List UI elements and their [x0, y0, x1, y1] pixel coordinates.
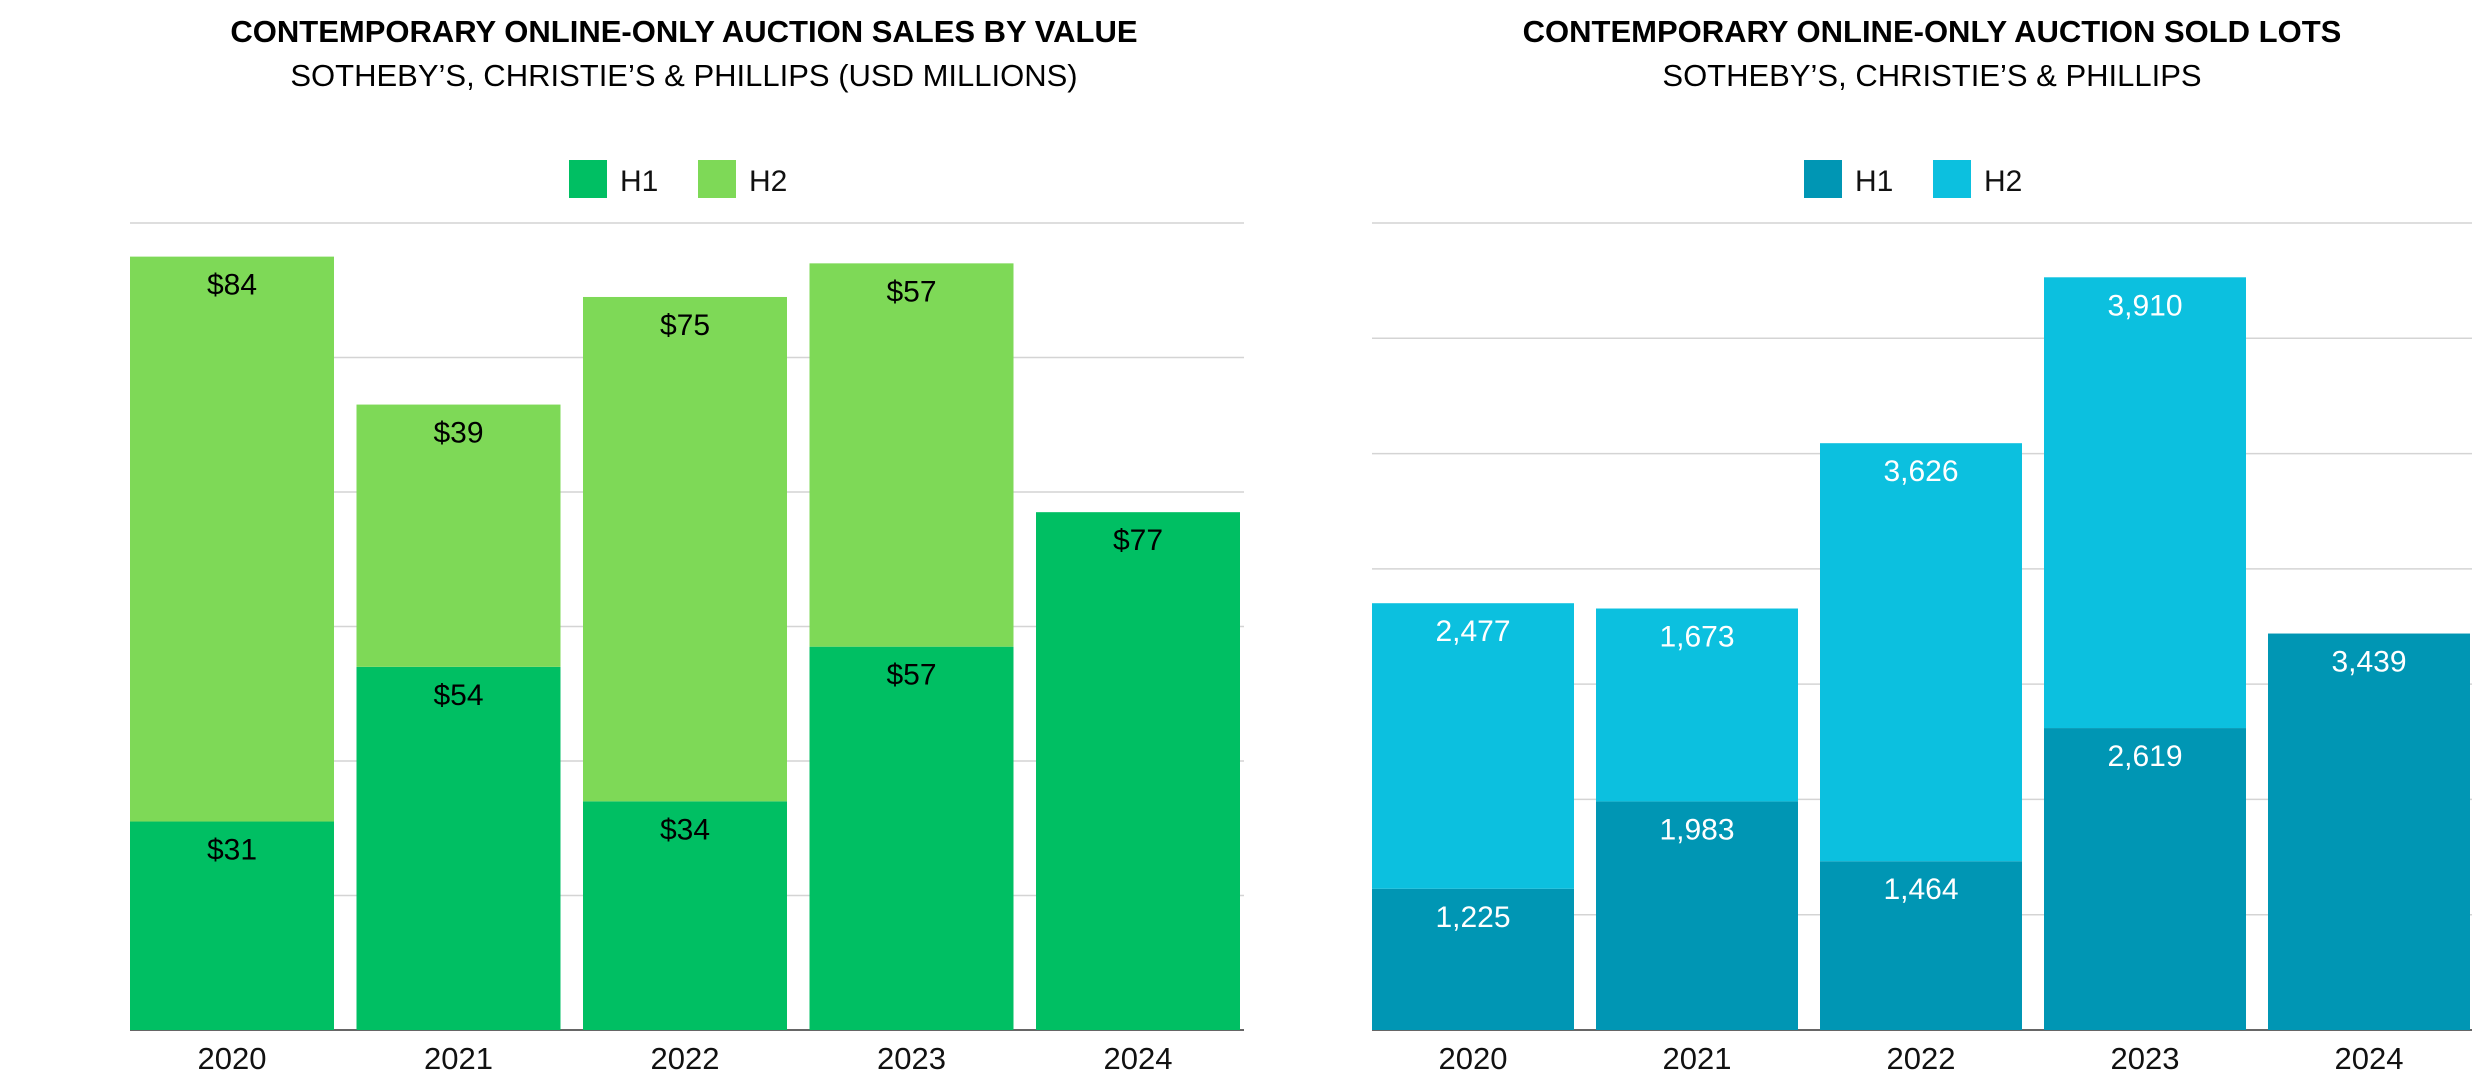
data-label-h1-2020: $31 — [207, 834, 257, 867]
legend-swatch-h1 — [1804, 160, 1842, 198]
bar-h1-2023 — [2044, 728, 2246, 1030]
data-label-h1-2024: $77 — [1113, 524, 1163, 557]
x-tick-label-2024: 2024 — [2335, 1041, 2404, 1072]
bar-h2-2022 — [1820, 443, 2022, 862]
bar-h2-2020 — [130, 256, 334, 822]
data-label-h2-2021: 1,673 — [1659, 621, 1734, 654]
legend-label-h2: H2 — [749, 165, 787, 198]
legend-label-h2: H2 — [1984, 165, 2022, 198]
bars — [1372, 277, 2470, 1030]
bar-h1-2021 — [356, 666, 561, 1030]
legend-swatch-h2 — [698, 160, 736, 198]
x-tick-label-2022: 2022 — [651, 1041, 720, 1072]
sales-value-chart: CONTEMPORARY ONLINE-ONLY AUCTION SALES B… — [130, 14, 1244, 1072]
data-label-h1-2021: $54 — [433, 679, 483, 712]
data-label-h1-2022: $34 — [660, 813, 710, 846]
legend: H1 H2 — [1804, 160, 2022, 198]
data-label-h2-2020: 2,477 — [1435, 615, 1510, 648]
legend-label-h1: H1 — [1855, 165, 1893, 198]
sold-lots-chart: CONTEMPORARY ONLINE-ONLY AUCTION SOLD LO… — [1372, 14, 2472, 1072]
bar-h1-2020 — [130, 821, 334, 1030]
data-label-h1-2021: 1,983 — [1659, 813, 1734, 846]
legend-label-h1: H1 — [620, 165, 658, 198]
bar-h2-2023 — [2044, 277, 2246, 729]
data-label-h2-2023: $57 — [886, 275, 936, 308]
legend: H1 H2 — [569, 160, 787, 198]
chart-subtitle: SOTHEBY’S, CHRISTIE’S & PHILLIPS (USD MI… — [290, 58, 1077, 93]
x-tick-label-2020: 2020 — [198, 1041, 267, 1072]
bar-h2-2022 — [583, 296, 787, 802]
data-labels: 1,225 2,477 1,983 1,673 1,464 3,626 2,619 3,910… — [1435, 289, 2406, 933]
data-label-h1-2023: $57 — [886, 659, 936, 692]
bar-h1-2024 — [2268, 633, 2470, 1030]
x-tick-labels: 2020 2021 2022 2023 2024 — [198, 1041, 1173, 1072]
bar-h2-2021 — [1596, 608, 1798, 802]
bar-h2-2020 — [1372, 603, 1574, 889]
x-tick-label-2021: 2021 — [424, 1041, 493, 1072]
x-tick-label-2022: 2022 — [1887, 1041, 1956, 1072]
legend-swatch-h1 — [569, 160, 607, 198]
data-label-h2-2022: 3,626 — [1883, 455, 1958, 488]
x-tick-label-2024: 2024 — [1104, 1041, 1173, 1072]
bar-h1-2024 — [1036, 512, 1240, 1030]
data-label-h1-2022: 1,464 — [1883, 873, 1958, 906]
bars — [130, 256, 1240, 1030]
chart-title: CONTEMPORARY ONLINE-ONLY AUCTION SALES B… — [230, 14, 1137, 49]
bar-h2-2023 — [809, 263, 1014, 647]
x-tick-label-2023: 2023 — [877, 1041, 946, 1072]
x-tick-label-2021: 2021 — [1663, 1041, 1732, 1072]
data-label-h2-2021: $39 — [433, 417, 483, 450]
data-label-h1-2024: 3,439 — [2331, 646, 2406, 679]
x-tick-label-2020: 2020 — [1439, 1041, 1508, 1072]
x-tick-labels: 2020 2021 2022 2023 2024 — [1439, 1041, 2404, 1072]
bar-h2-2021 — [356, 404, 561, 667]
bar-h1-2022 — [583, 801, 787, 1030]
data-label-h2-2022: $75 — [660, 309, 710, 342]
bar-h1-2021 — [1596, 801, 1798, 1030]
data-label-h1-2020: 1,225 — [1435, 901, 1510, 934]
data-label-h2-2023: 3,910 — [2107, 289, 2182, 322]
bar-h1-2022 — [1820, 861, 2022, 1030]
bar-h1-2023 — [809, 646, 1014, 1030]
data-label-h2-2020: $84 — [207, 269, 257, 302]
chart-subtitle: SOTHEBY’S, CHRISTIE’S & PHILLIPS — [1662, 58, 2201, 93]
bar-h1-2020 — [1372, 888, 1574, 1030]
legend-swatch-h2 — [1933, 160, 1971, 198]
data-labels: $31 $84 $54 $39 $34 $75 $57 $57 $77 — [207, 269, 1163, 867]
chart-title: CONTEMPORARY ONLINE-ONLY AUCTION SOLD LO… — [1523, 14, 2342, 49]
x-tick-label-2023: 2023 — [2111, 1041, 2180, 1072]
data-label-h1-2023: 2,619 — [2107, 740, 2182, 773]
